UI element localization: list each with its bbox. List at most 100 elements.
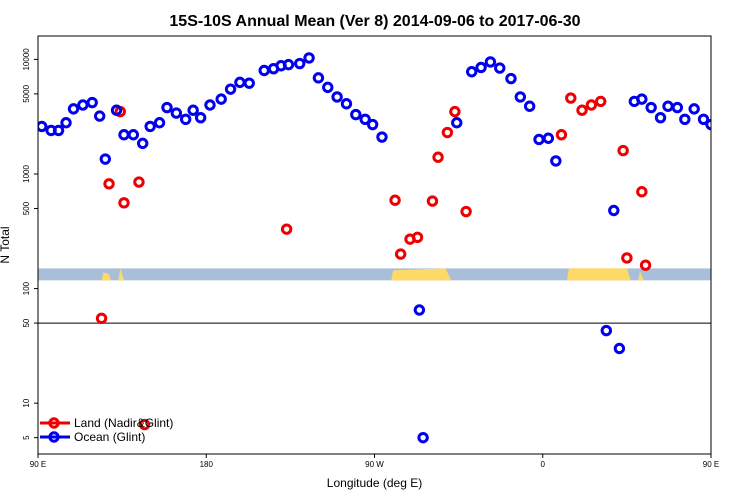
land-point	[280, 223, 293, 235]
ocean-point	[243, 77, 255, 89]
x-axis-label: Longitude (deg E)	[327, 476, 422, 490]
ocean-point	[350, 108, 362, 121]
ocean-point	[294, 57, 306, 70]
land-americas	[391, 268, 452, 281]
ocean-point	[697, 113, 710, 126]
land-point	[133, 176, 145, 188]
ocean-point	[127, 129, 140, 141]
land-point	[95, 312, 108, 325]
land-islands	[118, 268, 124, 281]
land-point	[639, 259, 652, 271]
ocean-point	[466, 66, 478, 78]
ocean-point	[662, 100, 674, 112]
ocean-point	[724, 128, 732, 136]
ocean-point	[322, 81, 334, 94]
x-tick-label: 90 E	[703, 460, 719, 469]
land-point	[118, 197, 130, 209]
land-point	[636, 186, 648, 198]
ocean-point	[224, 83, 237, 95]
ocean-point	[144, 120, 156, 133]
land-point	[432, 151, 444, 163]
ocean-point	[654, 111, 667, 124]
y-tick-label: 100	[22, 281, 31, 295]
land-africa	[567, 268, 631, 281]
ocean-point	[153, 117, 166, 129]
ocean-point	[645, 101, 657, 114]
ocean-point	[716, 126, 724, 134]
land-point	[460, 205, 472, 218]
ocean-point	[118, 129, 130, 141]
land-point	[426, 195, 439, 207]
ocean-point	[234, 76, 246, 89]
y-tick-label: 500	[22, 201, 31, 215]
ocean-point	[38, 120, 48, 133]
chart-title: 15S-10S Annual Mean (Ver 8) 2014-09-06 t…	[169, 13, 580, 30]
land-point	[449, 105, 461, 118]
ocean-point	[417, 431, 429, 444]
plot-frame	[37, 35, 712, 455]
ocean-point	[688, 103, 700, 115]
y-tick-label: 50	[22, 318, 31, 327]
y-tick-label: 5	[22, 435, 31, 440]
ocean-point	[550, 155, 562, 167]
ocean-point	[636, 93, 648, 105]
land-point	[389, 194, 401, 206]
land-madagascar	[638, 271, 644, 281]
x-tick-label: 0	[541, 460, 546, 469]
ocean-point	[170, 107, 183, 119]
ocean-point	[52, 124, 65, 137]
ocean-point	[533, 133, 545, 146]
land-islands	[101, 272, 111, 281]
ocean-point	[376, 131, 388, 143]
data-points	[38, 52, 750, 444]
ocean-point	[312, 72, 325, 84]
ocean-point	[179, 113, 192, 126]
land-point	[555, 129, 568, 141]
ocean-point	[679, 113, 691, 126]
ocean-point	[742, 120, 750, 128]
ocean-point	[194, 111, 207, 124]
land-point	[617, 144, 629, 157]
x-axis: 90 E 180 90 W 0 90 E	[30, 454, 719, 469]
ocean-point	[258, 64, 270, 77]
land-point	[729, 312, 737, 320]
land-point	[585, 99, 598, 111]
ocean-point	[514, 91, 527, 103]
ocean-point	[359, 113, 371, 126]
y-axis: 5 10 50 100 500 1000 5000 10000	[22, 48, 38, 440]
land-point	[733, 180, 741, 188]
ocean-point	[303, 52, 315, 64]
land-point	[411, 231, 424, 244]
land-point	[103, 178, 115, 190]
land-point	[138, 418, 151, 431]
land-point	[742, 106, 750, 114]
ocean-point	[733, 128, 741, 136]
y-tick-label: 10	[22, 398, 31, 407]
y-tick-label: 5000	[22, 84, 31, 102]
ocean-point	[60, 117, 72, 129]
ocean-point	[77, 99, 89, 111]
legend-label: Ocean (Glint)	[74, 430, 145, 444]
ocean-point	[99, 153, 112, 165]
ocean-point	[282, 58, 295, 71]
ocean-point	[505, 72, 517, 85]
ocean-point	[187, 104, 199, 116]
ocean-point	[204, 99, 216, 111]
ocean-point	[215, 93, 227, 105]
ocean-point	[86, 96, 98, 109]
ocean-point	[475, 61, 487, 74]
land-point	[621, 252, 633, 264]
x-tick-label: 90 E	[30, 460, 46, 469]
ocean-point	[161, 101, 173, 114]
ocean-point	[366, 118, 379, 131]
land-point	[565, 92, 577, 104]
ocean-point	[613, 342, 626, 355]
ocean-point	[484, 56, 497, 68]
y-tick-label: 1000	[22, 165, 31, 183]
ocean-point	[523, 100, 536, 112]
legend: Land (Nadir&Glint)Ocean (Glint)	[40, 416, 173, 444]
ocean-point	[136, 137, 149, 150]
ocean-point	[671, 101, 684, 114]
ocean-point	[340, 98, 353, 110]
